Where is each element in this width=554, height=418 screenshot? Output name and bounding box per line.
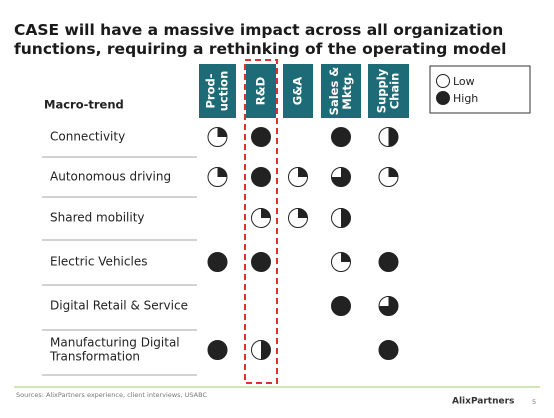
row-label: Shared mobility (50, 211, 145, 225)
harvey-ball (207, 340, 228, 360)
column-header-label: Chain (388, 73, 402, 110)
harvey-ball (341, 208, 351, 228)
column-header (199, 64, 236, 118)
legend-high-icon (436, 91, 450, 105)
column-header-label: Supply (375, 68, 389, 113)
page-number: 5 (532, 398, 536, 406)
column-header-label: Prod- (204, 73, 218, 108)
row-label: Connectivity (50, 130, 125, 144)
harvey-ball (251, 127, 271, 147)
legend-high: High (453, 92, 478, 105)
harvey-ball (251, 167, 271, 187)
row-header: Macro-trend (44, 98, 124, 112)
harvey-ball (331, 127, 351, 147)
column-header (368, 64, 409, 118)
harvey-ball (379, 296, 398, 316)
highlight-frame (244, 59, 278, 384)
row-label: Manufacturing Digital (50, 336, 180, 350)
harvey-ball (331, 296, 351, 316)
column-header-label: uction (217, 71, 231, 112)
brand: AlixPartners (452, 397, 514, 407)
column-header-label: Mktg. (340, 72, 354, 109)
column-header (321, 64, 361, 118)
harvey-ball (251, 252, 271, 272)
harvey-ball (207, 252, 228, 272)
harvey-ball (388, 167, 398, 177)
column-header-label: Sales & (327, 67, 341, 116)
legend-box (429, 65, 531, 114)
sources: Sources: AlixPartners experience, client… (16, 391, 207, 399)
harvey-ball (261, 208, 271, 218)
title-line: CASE will have a massive impact across a… (14, 21, 503, 39)
legend-low-icon (436, 74, 450, 88)
row-label: Digital Retail & Service (50, 299, 188, 313)
harvey-ball (298, 167, 308, 177)
column-header (283, 64, 313, 118)
harvey-ball (217, 167, 227, 177)
column-header-label: G&A (291, 77, 305, 105)
harvey-ball (388, 127, 398, 147)
row-label: Autonomous driving (50, 170, 171, 184)
column-header (246, 64, 276, 118)
legend-low: Low (453, 75, 475, 88)
harvey-ball (378, 340, 399, 360)
slide-title: CASE will have a massive impact across a… (14, 21, 506, 58)
row-label: Electric Vehicles (50, 255, 147, 269)
harvey-ball (331, 167, 351, 187)
harvey-ball (217, 127, 227, 137)
harvey-ball (298, 208, 308, 218)
harvey-ball (378, 252, 399, 272)
column-header-label: R&D (254, 77, 268, 105)
row-label: Transformation (49, 350, 140, 364)
title-line: functions, requiring a rethinking of the… (14, 40, 506, 58)
harvey-ball (261, 340, 271, 360)
harvey-ball (341, 252, 351, 262)
